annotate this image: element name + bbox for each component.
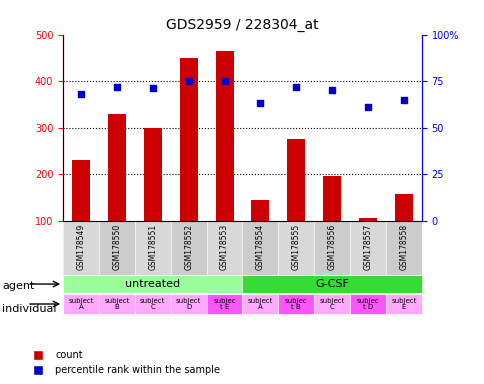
- Point: [184, 78, 192, 84]
- Bar: [107, 114, 125, 267]
- Text: agent: agent: [2, 281, 35, 291]
- Legend: count, percentile rank within the sample: count, percentile rank within the sample: [24, 346, 224, 379]
- Bar: [278, 220, 314, 275]
- Text: GSM178557: GSM178557: [363, 223, 372, 270]
- Bar: [170, 220, 206, 275]
- Bar: [358, 218, 376, 267]
- Point: [363, 104, 371, 110]
- Text: GSM178556: GSM178556: [327, 223, 336, 270]
- Bar: [394, 194, 412, 267]
- Text: subjec
t E: subjec t E: [213, 298, 235, 310]
- Text: subjec
t D: subjec t D: [356, 298, 378, 310]
- Bar: [135, 293, 170, 314]
- Bar: [314, 220, 349, 275]
- Text: subject
A: subject A: [247, 298, 272, 310]
- Point: [149, 85, 156, 91]
- Text: subject
C: subject C: [319, 298, 344, 310]
- Bar: [63, 293, 99, 314]
- Bar: [349, 293, 385, 314]
- Bar: [278, 293, 314, 314]
- Bar: [322, 176, 340, 267]
- Text: subject
C: subject C: [140, 298, 165, 310]
- Bar: [63, 220, 99, 275]
- Text: GSM178550: GSM178550: [112, 223, 121, 270]
- Bar: [314, 293, 349, 314]
- Bar: [72, 160, 90, 267]
- Point: [292, 84, 300, 90]
- Bar: [179, 58, 197, 267]
- Bar: [99, 293, 135, 314]
- Bar: [385, 293, 421, 314]
- Bar: [242, 275, 421, 293]
- Bar: [242, 220, 278, 275]
- Bar: [170, 293, 206, 314]
- Bar: [287, 139, 305, 267]
- Bar: [385, 220, 421, 275]
- Title: GDS2959 / 228304_at: GDS2959 / 228304_at: [166, 18, 318, 32]
- Text: GSM178555: GSM178555: [291, 223, 300, 270]
- Text: subject
B: subject B: [104, 298, 129, 310]
- Bar: [251, 200, 269, 267]
- Bar: [143, 127, 161, 267]
- Text: GSM178549: GSM178549: [76, 223, 85, 270]
- Bar: [63, 275, 242, 293]
- Bar: [99, 220, 135, 275]
- Bar: [349, 220, 385, 275]
- Point: [220, 78, 228, 84]
- Text: subject
E: subject E: [391, 298, 416, 310]
- Text: G-CSF: G-CSF: [315, 279, 348, 289]
- Text: GSM178554: GSM178554: [256, 223, 264, 270]
- Bar: [206, 293, 242, 314]
- Text: untreated: untreated: [125, 279, 180, 289]
- Bar: [206, 220, 242, 275]
- Bar: [242, 293, 278, 314]
- Point: [113, 84, 121, 90]
- Text: subjec
t B: subjec t B: [285, 298, 307, 310]
- Text: GSM178552: GSM178552: [184, 223, 193, 270]
- Point: [77, 91, 85, 97]
- Text: GSM178551: GSM178551: [148, 223, 157, 270]
- Text: subject
A: subject A: [68, 298, 93, 310]
- Text: GSM178553: GSM178553: [220, 223, 228, 270]
- Bar: [215, 51, 233, 267]
- Text: subject
D: subject D: [176, 298, 201, 310]
- Bar: [135, 220, 170, 275]
- Text: individual: individual: [2, 304, 57, 314]
- Point: [328, 87, 335, 93]
- Point: [399, 97, 407, 103]
- Text: GSM178558: GSM178558: [399, 223, 408, 270]
- Point: [256, 100, 264, 106]
